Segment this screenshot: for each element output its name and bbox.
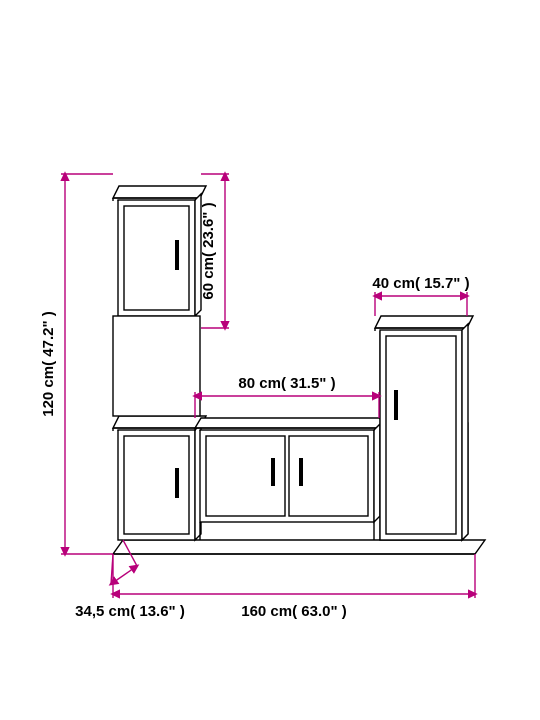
label-height-upper: 60 cm( 23.6" ) bbox=[200, 202, 217, 299]
dim-depth bbox=[111, 566, 137, 584]
label-width-total: 160 cm( 63.0" ) bbox=[241, 603, 347, 620]
label-height-total: 120 cm( 47.2" ) bbox=[40, 311, 57, 417]
svg-text:34,5 cm( 13.6" ): 34,5 cm( 13.6" ) bbox=[75, 603, 185, 620]
label-width-center: 80 cm( 31.5" ) bbox=[238, 375, 335, 392]
furniture-dimension-diagram: 120 cm( 47.2" )34,5 cm( 13.6" )34,5 cm( … bbox=[0, 0, 540, 720]
label-width-right: 40 cm( 15.7" ) bbox=[372, 275, 469, 292]
